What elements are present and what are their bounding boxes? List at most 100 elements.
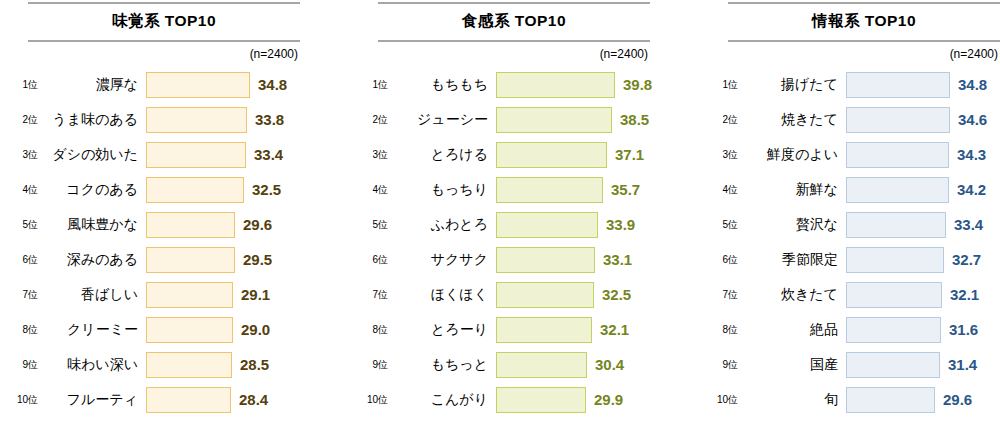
panel-information: 情報系 TOP10 (n=2400) 1位 揚げたて 34.8 2位 焼きたて …	[708, 2, 1000, 417]
value-label: 28.4	[239, 391, 268, 408]
panel-title: 食感系 TOP10	[378, 2, 650, 42]
value-bar	[496, 282, 594, 308]
rank-label: 6位	[8, 253, 38, 267]
value-label: 38.5	[620, 111, 649, 128]
item-label: 揚げたて	[738, 76, 846, 94]
chart-row: 1位 揚げたて 34.8	[708, 67, 1000, 102]
value-label: 29.6	[243, 216, 272, 233]
item-label: 濃厚な	[38, 76, 146, 94]
item-label: フルーティ	[38, 391, 146, 409]
value-label: 29.5	[243, 251, 272, 268]
item-label: 新鮮な	[738, 181, 846, 199]
value-bar	[846, 212, 946, 238]
rank-label: 1位	[708, 78, 738, 92]
chart-row: 9位 国産 31.4	[708, 347, 1000, 382]
item-label: もちっと	[388, 356, 496, 374]
value-bar	[146, 72, 250, 98]
rank-label: 7位	[708, 288, 738, 302]
value-label: 34.6	[958, 111, 987, 128]
chart-row: 6位 サクサク 33.1	[358, 242, 650, 277]
sample-size-label: (n=2400)	[708, 42, 1000, 65]
value-label: 29.6	[943, 391, 972, 408]
rank-label: 9位	[358, 358, 388, 372]
value-bar	[496, 317, 592, 343]
value-bar	[146, 247, 235, 273]
item-label: 焼きたて	[738, 111, 846, 129]
value-label: 33.8	[255, 111, 284, 128]
rank-label: 6位	[708, 253, 738, 267]
chart-row: 4位 もっちり 35.7	[358, 172, 650, 207]
rank-label: 1位	[358, 78, 388, 92]
rank-label: 8位	[708, 323, 738, 337]
rows: 1位 揚げたて 34.8 2位 焼きたて 34.6 3位 鮮度のよい 34.3 …	[708, 67, 1000, 417]
value-bar	[146, 177, 244, 203]
value-bar	[846, 177, 949, 203]
chart-row: 4位 コクのある 32.5	[8, 172, 300, 207]
item-label: とろける	[388, 146, 496, 164]
chart-row: 9位 味わい深い 28.5	[8, 347, 300, 382]
value-bar	[496, 387, 586, 413]
rank-label: 7位	[8, 288, 38, 302]
item-label: 味わい深い	[38, 356, 146, 374]
item-label: 鮮度のよい	[738, 146, 846, 164]
value-bar	[846, 387, 935, 413]
value-bar	[146, 387, 231, 413]
rows: 1位 濃厚な 34.8 2位 うま味のある 33.8 3位 ダシの効いた 33.…	[8, 67, 300, 417]
chart-row: 5位 風味豊かな 29.6	[8, 207, 300, 242]
value-label: 34.8	[958, 76, 987, 93]
value-bar	[496, 142, 607, 168]
value-label: 29.9	[594, 391, 623, 408]
sample-size-label: (n=2400)	[8, 42, 300, 65]
value-label: 33.9	[606, 216, 635, 233]
value-label: 28.5	[240, 356, 269, 373]
value-bar	[846, 72, 950, 98]
value-label: 37.1	[615, 146, 644, 163]
rank-label: 10位	[358, 393, 388, 407]
chart-row: 7位 炊きたて 32.1	[708, 277, 1000, 312]
rank-label: 9位	[8, 358, 38, 372]
value-bar	[146, 282, 233, 308]
chart-row: 3位 鮮度のよい 34.3	[708, 137, 1000, 172]
rank-label: 1位	[8, 78, 38, 92]
value-label: 32.5	[602, 286, 631, 303]
item-label: 風味豊かな	[38, 216, 146, 234]
value-label: 39.8	[623, 76, 652, 93]
value-bar	[146, 107, 247, 133]
rank-label: 8位	[8, 323, 38, 337]
value-bar	[846, 107, 950, 133]
chart-row: 9位 もちっと 30.4	[358, 347, 650, 382]
rank-label: 9位	[708, 358, 738, 372]
charts-container: 味覚系 TOP10 (n=2400) 1位 濃厚な 34.8 2位 うま味のある…	[0, 0, 1000, 417]
rank-label: 4位	[8, 183, 38, 197]
value-bar	[146, 317, 233, 343]
rank-label: 4位	[708, 183, 738, 197]
value-label: 33.4	[954, 216, 983, 233]
item-label: 贅沢な	[738, 216, 846, 234]
value-label: 29.1	[241, 286, 270, 303]
item-label: 炊きたて	[738, 286, 846, 304]
item-label: こんがり	[388, 391, 496, 409]
value-bar	[146, 212, 235, 238]
item-label: もっちり	[388, 181, 496, 199]
item-label: 季節限定	[738, 251, 846, 269]
item-label: 国産	[738, 356, 846, 374]
chart-row: 8位 とろーり 32.1	[358, 312, 650, 347]
chart-row: 8位 クリーミー 29.0	[8, 312, 300, 347]
value-bar	[496, 72, 615, 98]
item-label: 深みのある	[38, 251, 146, 269]
rank-label: 10位	[8, 393, 38, 407]
sample-size-label: (n=2400)	[358, 42, 650, 65]
value-label: 32.1	[600, 321, 629, 338]
item-label: 絶品	[738, 321, 846, 339]
chart-row: 8位 絶品 31.6	[708, 312, 1000, 347]
chart-row: 7位 香ばしい 29.1	[8, 277, 300, 312]
value-label: 32.5	[252, 181, 281, 198]
value-bar	[146, 142, 246, 168]
rank-label: 5位	[358, 218, 388, 232]
value-label: 32.7	[952, 251, 981, 268]
rank-label: 3位	[358, 148, 388, 162]
value-label: 30.4	[595, 356, 624, 373]
rank-label: 10位	[708, 393, 738, 407]
value-label: 32.1	[950, 286, 979, 303]
chart-row: 10位 フルーティ 28.4	[8, 382, 300, 417]
